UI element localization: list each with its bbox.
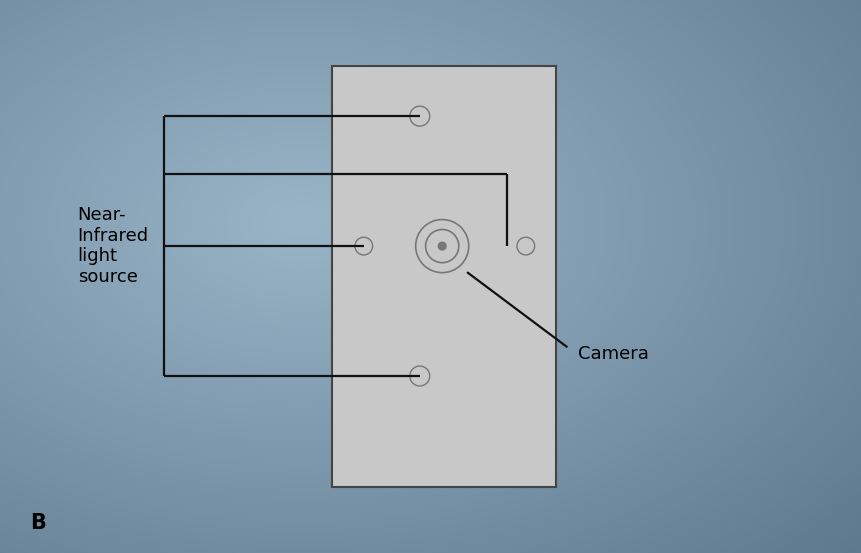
Text: B: B bbox=[30, 513, 46, 533]
Circle shape bbox=[517, 237, 534, 255]
Circle shape bbox=[415, 220, 468, 273]
Bar bbox=[331, 66, 555, 487]
Circle shape bbox=[425, 229, 458, 263]
Text: Camera: Camera bbox=[577, 345, 647, 363]
Text: Near-
Infrared
light
source: Near- Infrared light source bbox=[77, 206, 149, 286]
Circle shape bbox=[355, 237, 372, 255]
Circle shape bbox=[438, 242, 445, 250]
Circle shape bbox=[409, 366, 430, 386]
Circle shape bbox=[409, 106, 430, 126]
